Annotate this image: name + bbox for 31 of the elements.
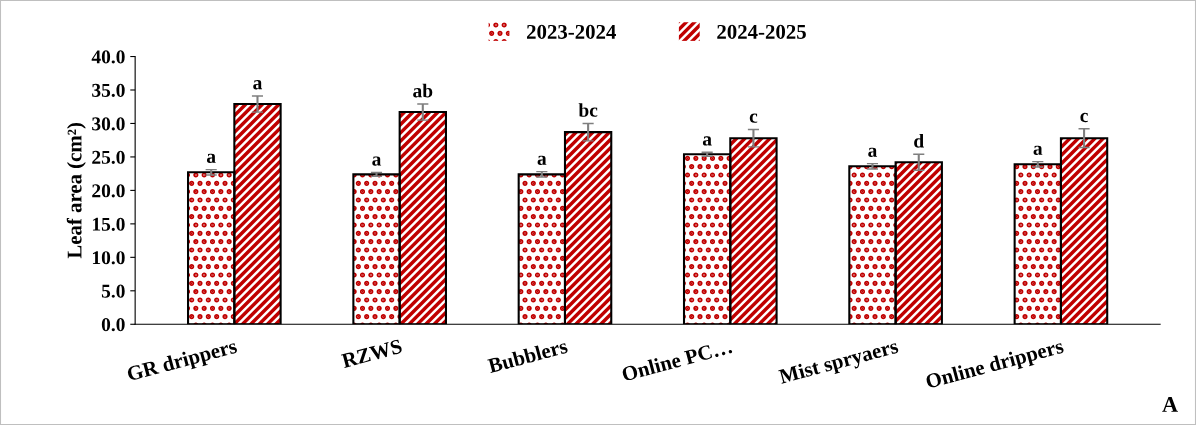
data-label: c	[749, 113, 758, 123]
x-tick-label: GR drippers	[126, 338, 239, 386]
data-label: c	[1080, 112, 1088, 123]
x-tick-label: Bubblers	[487, 338, 569, 374]
legend-label: 2023-2024	[526, 24, 616, 39]
data-label: ab	[413, 83, 433, 98]
text: A	[1162, 397, 1178, 412]
data-label: a	[206, 153, 216, 164]
data-label: d	[914, 133, 924, 148]
y-axis-title: Leaf area (cm²)	[66, 123, 86, 259]
x-tick-label: RZWS	[340, 339, 403, 369]
legend-label: 2024-2025	[717, 24, 806, 39]
x-tick-label: Mist spryaers	[778, 338, 901, 388]
y-tick-label: 40.0	[91, 50, 125, 64]
data-label: a	[253, 80, 263, 90]
x-tick-label: Online PC…	[621, 338, 733, 382]
data-label: a	[537, 155, 547, 166]
y-tick-label: 15.0	[92, 217, 125, 231]
y-tick-label: 0.0	[101, 318, 125, 332]
y-tick-label: 30.0	[92, 117, 125, 131]
y-tick-label: 10.0	[92, 251, 125, 265]
data-label: bc	[578, 103, 598, 117]
x-tick-label: Online drippers	[924, 338, 1066, 393]
y-tick-label: 20.0	[92, 184, 125, 198]
data-label: a	[1033, 145, 1043, 155]
data-label: a	[702, 136, 712, 146]
y-tick-label: 25.0	[92, 150, 125, 164]
data-label: a	[868, 147, 878, 157]
y-tick-label: 35.0	[92, 83, 125, 98]
y-tick-label: 5.0	[101, 284, 125, 298]
data-label: a	[372, 156, 382, 166]
